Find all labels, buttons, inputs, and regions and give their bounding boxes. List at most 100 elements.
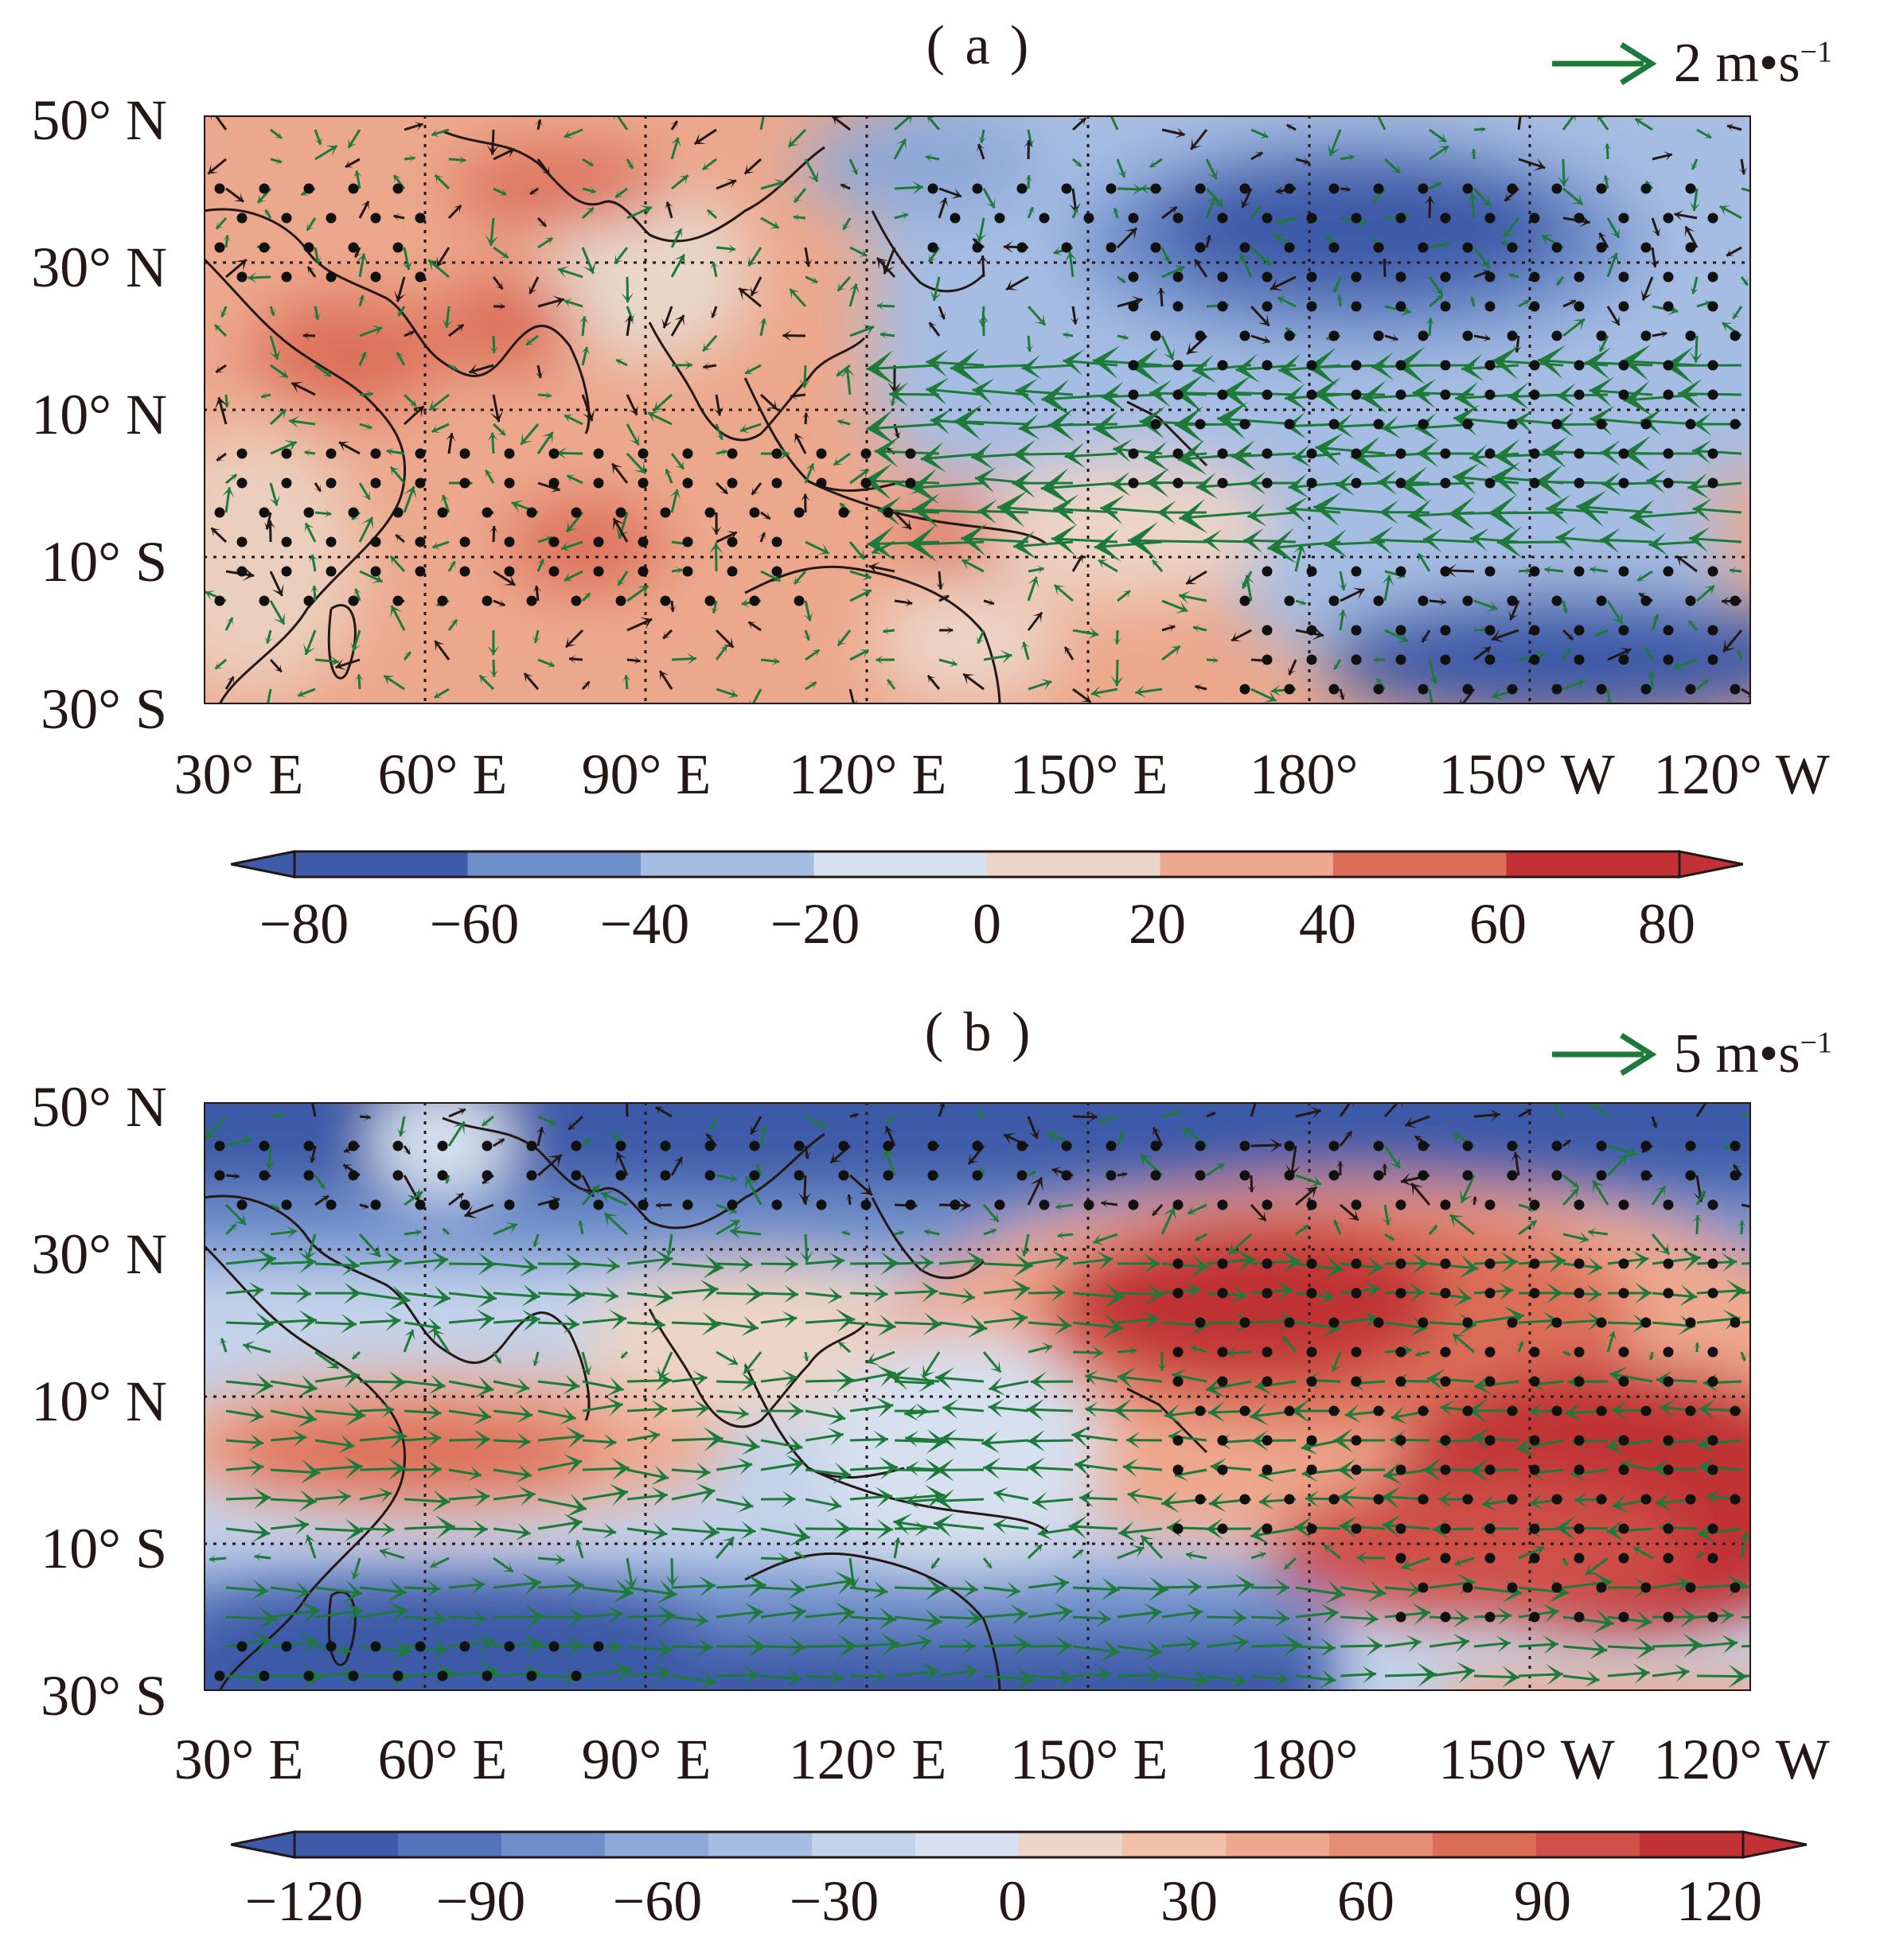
significance-dot — [972, 1140, 983, 1151]
significance-dot — [1262, 448, 1273, 459]
wind-vector — [866, 1350, 895, 1366]
wind-vector — [1027, 611, 1043, 631]
wind-vector — [314, 1580, 363, 1603]
wind-vector — [1429, 145, 1449, 161]
significance-dot — [1016, 1140, 1028, 1151]
significance-dot — [571, 595, 582, 606]
wind-vector — [447, 618, 458, 631]
wind-vector — [532, 629, 541, 644]
significance-dot — [1262, 212, 1273, 224]
wind-vector — [743, 158, 763, 175]
significance-dot — [326, 448, 337, 459]
wind-vector — [220, 306, 228, 318]
significance-dot — [905, 1199, 916, 1210]
wind-vector — [359, 1487, 392, 1503]
reference-vector: 5 m•s−1 — [1548, 1023, 1832, 1086]
wind-vector — [224, 617, 234, 631]
wind-vector — [1250, 151, 1264, 161]
wind-vector — [270, 1310, 318, 1332]
significance-dot — [1306, 360, 1317, 371]
wind-vector — [1161, 624, 1176, 633]
significance-dot — [1395, 1346, 1406, 1358]
wind-vector — [1295, 1106, 1321, 1119]
colorbar-segment — [1122, 1832, 1227, 1857]
wind-vector — [1469, 296, 1478, 307]
significance-dot — [1306, 625, 1317, 636]
wind-vector — [935, 571, 945, 590]
wind-vector — [793, 570, 807, 585]
wind-vector — [1250, 1669, 1289, 1688]
wind-vector — [927, 247, 941, 263]
significance-dot — [482, 1670, 493, 1681]
wind-vector — [448, 1192, 465, 1206]
wind-vector — [1250, 305, 1270, 327]
wind-vector — [983, 1666, 1036, 1691]
wind-vector — [1063, 646, 1075, 660]
wind-vector — [1117, 1639, 1163, 1662]
significance-dot — [1172, 360, 1184, 371]
significance-dot — [1574, 1199, 1585, 1210]
reference-vector-label: 5 m•s−1 — [1673, 1023, 1832, 1085]
significance-dot — [1373, 1317, 1384, 1328]
wind-vector — [1068, 1515, 1118, 1539]
significance-dot — [1529, 566, 1540, 577]
significance-dot — [504, 536, 515, 547]
wind-vector — [938, 1102, 946, 1117]
wind-vector — [314, 1455, 363, 1479]
wind-vector — [1652, 1458, 1698, 1480]
wind-vector — [314, 1175, 326, 1190]
significance-dot — [1284, 1140, 1295, 1151]
significance-dot — [1462, 1405, 1473, 1416]
wind-vector — [270, 128, 283, 139]
lat-label: 10° N — [31, 383, 167, 446]
wind-vector — [876, 302, 895, 310]
wind-vector — [670, 137, 681, 160]
significance-dot — [1640, 1405, 1652, 1416]
significance-dot — [1707, 389, 1718, 400]
significance-dot — [1172, 477, 1184, 489]
significance-dot — [816, 448, 827, 459]
wind-vector — [1518, 567, 1531, 575]
wind-vector — [1085, 1401, 1118, 1418]
significance-dot — [794, 507, 805, 518]
significance-dot — [1618, 360, 1629, 371]
wind-vector — [493, 246, 509, 259]
wind-vector — [404, 1190, 423, 1206]
wind-vector — [1117, 590, 1131, 602]
significance-dot — [1395, 1553, 1406, 1564]
wind-vector — [876, 256, 896, 279]
wind-vector — [849, 1667, 887, 1685]
wind-vector — [848, 283, 860, 307]
significance-dot — [1663, 1611, 1674, 1623]
significance-dot — [1217, 1435, 1228, 1446]
wind-vector — [225, 1521, 271, 1543]
wind-vector — [1555, 526, 1609, 552]
significance-dot — [1462, 684, 1473, 695]
significance-dot — [1351, 212, 1362, 224]
wind-vector — [481, 1115, 494, 1127]
wind-vector — [1270, 275, 1297, 291]
wind-vector — [626, 1249, 673, 1272]
significance-dot — [1262, 1199, 1273, 1210]
wind-vector — [626, 585, 649, 602]
wind-vector — [626, 1370, 672, 1392]
wind-vector — [1603, 143, 1612, 160]
significance-dot — [1551, 183, 1562, 194]
wind-vector — [404, 330, 415, 339]
wind-vector — [575, 1540, 584, 1559]
significance-dot — [1596, 330, 1607, 341]
wind-vector — [977, 499, 1029, 524]
wind-vector — [805, 649, 821, 661]
significance-dot — [571, 1170, 582, 1181]
significance-dot — [1663, 1553, 1674, 1564]
wind-vector — [1250, 688, 1277, 703]
significance-dot — [504, 566, 515, 577]
significance-dot — [259, 507, 270, 518]
wind-vector — [393, 212, 405, 222]
wind-vector — [263, 1145, 275, 1170]
significance-dot — [1418, 1140, 1429, 1151]
wind-vector — [537, 1195, 560, 1206]
significance-dot — [682, 1199, 693, 1210]
wind-vector — [314, 1401, 366, 1427]
wind-vector — [395, 533, 405, 544]
